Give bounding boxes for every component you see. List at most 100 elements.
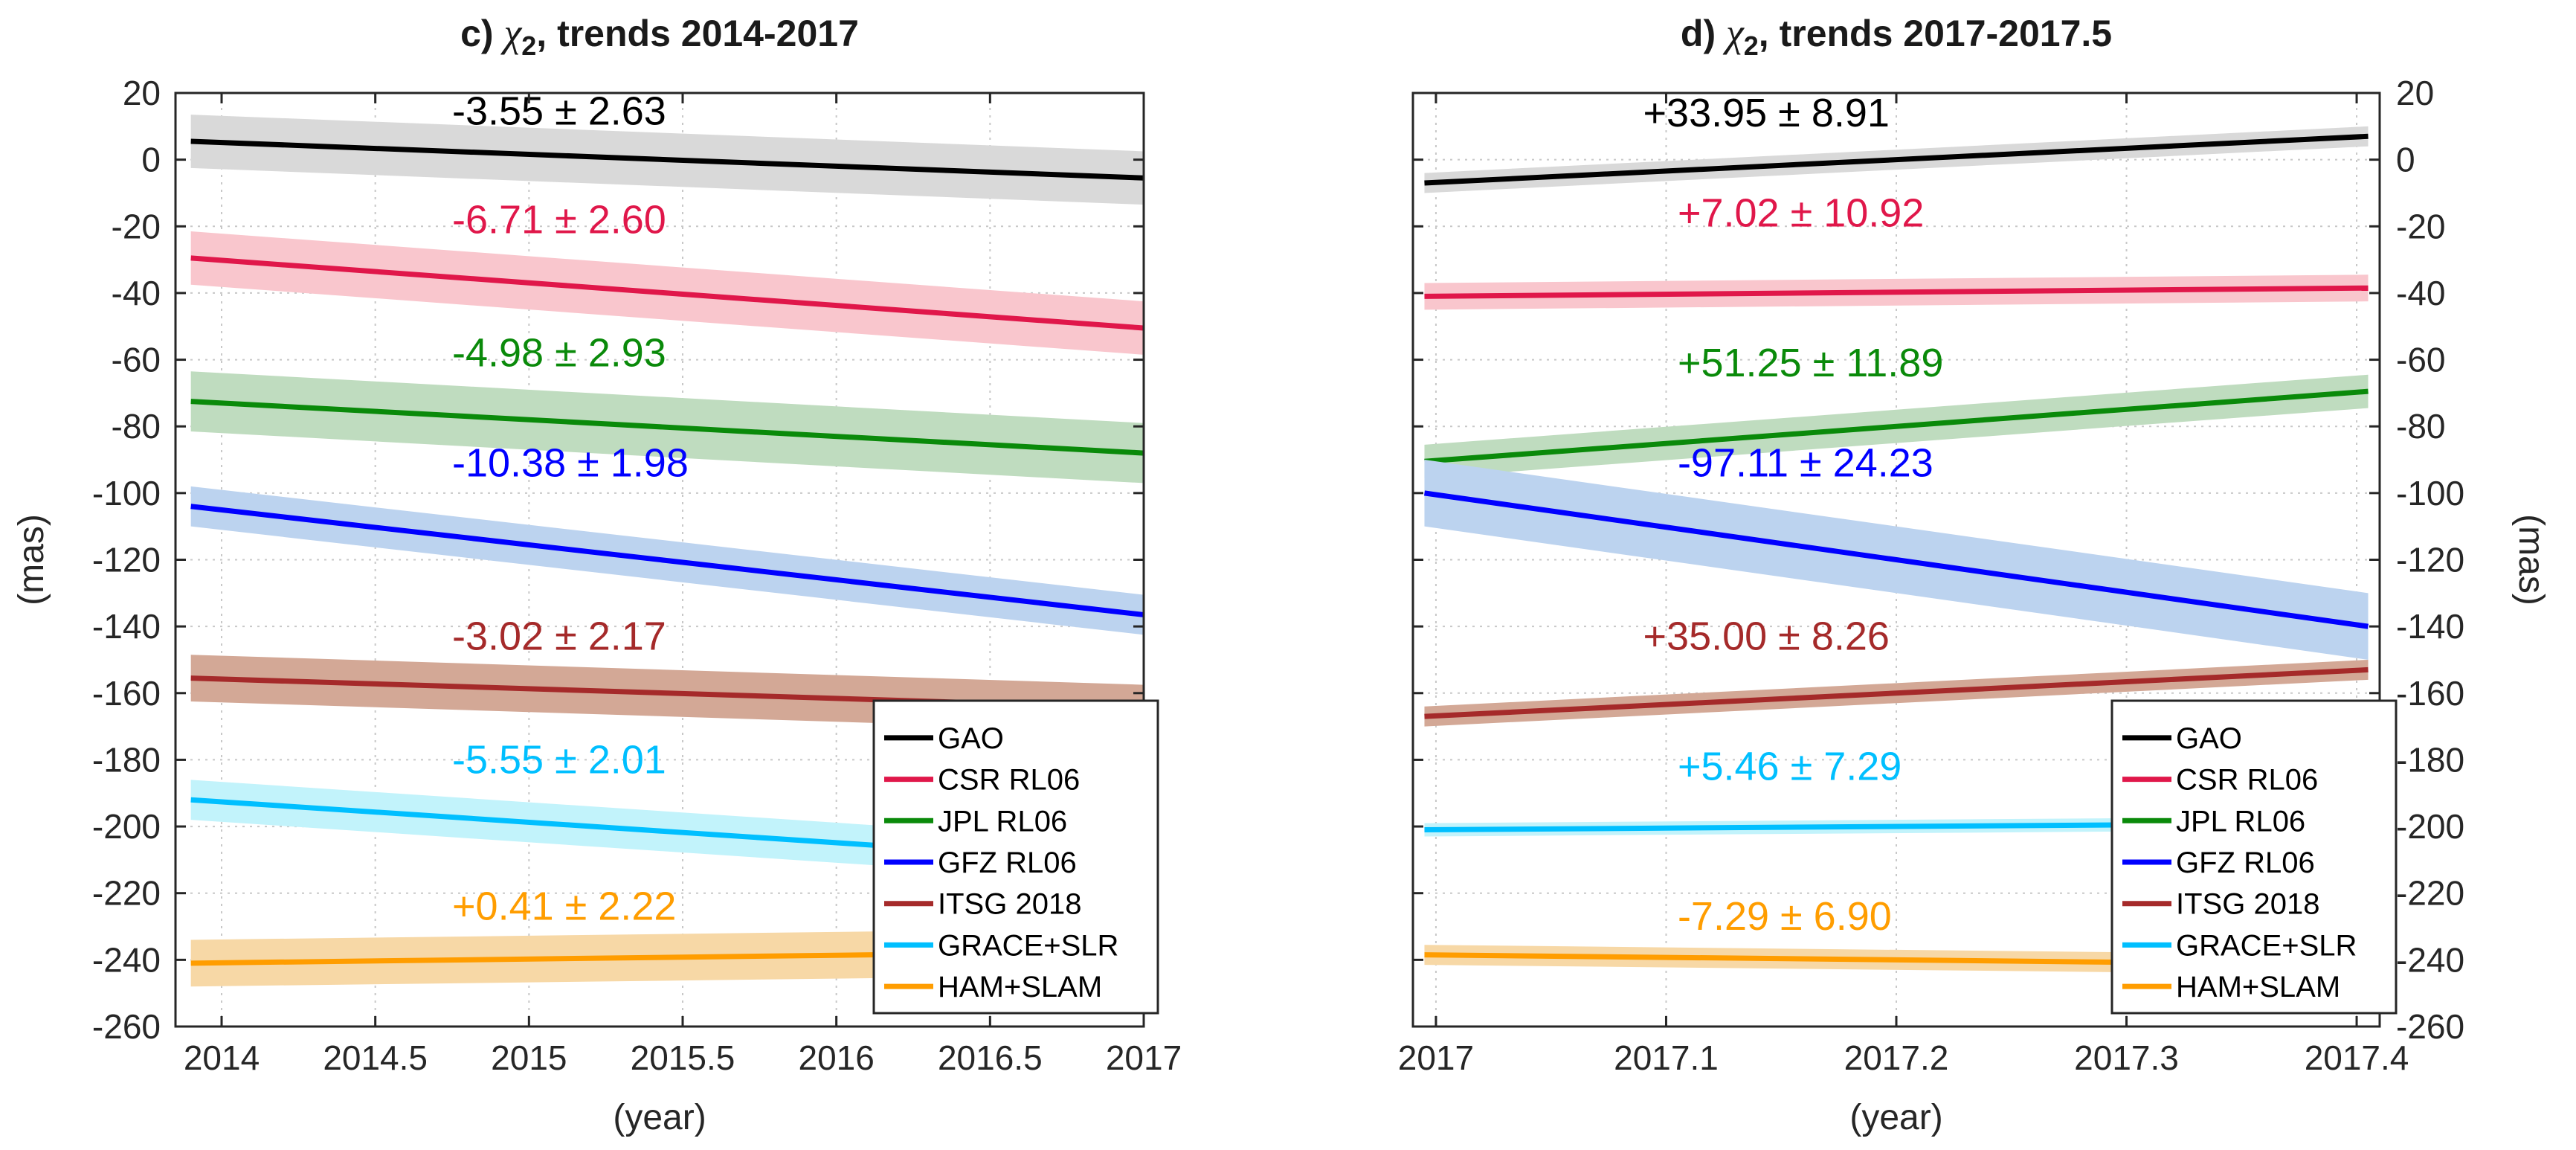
y-tick-label: 0 xyxy=(141,141,161,179)
y-tick-label: -100 xyxy=(2396,474,2464,513)
trend-label: +0.41 ± 2.22 xyxy=(452,884,676,929)
legend-label: GAO xyxy=(2176,722,2242,755)
legend-label: CSR RL06 xyxy=(938,764,1080,797)
y-tick-label: -80 xyxy=(2396,407,2445,446)
legend-label: JPL RL06 xyxy=(2176,805,2305,838)
legend-label: GFZ RL06 xyxy=(938,847,1077,879)
y-tick-label: -220 xyxy=(92,874,161,913)
legend: GAO CSR RL06 JPL RL06 GFZ RL06 ITSG 2018 GRAC… xyxy=(2110,699,2398,1015)
legend-label: GFZ RL06 xyxy=(2176,847,2315,879)
y-tick-label: -160 xyxy=(2396,674,2464,713)
x-tick-label: 2017.1 xyxy=(1614,1038,1719,1077)
trend-line xyxy=(1423,490,2369,629)
y-tick-label: -120 xyxy=(92,541,161,579)
y-tick-label: -60 xyxy=(2396,341,2445,379)
panel-c: c) χ2, trends 2014-2017 -3.55 ± 2.63 -6.71… xyxy=(12,10,1182,1137)
y-tick-label: -220 xyxy=(2396,874,2464,913)
x-tick-label: 2014 xyxy=(184,1038,260,1077)
legend-label: HAM+SLAM xyxy=(2176,971,2340,1003)
trend-label: -10.38 ± 1.98 xyxy=(452,440,689,485)
y-axis-label: (mas) xyxy=(12,514,51,605)
legend-label: JPL RL06 xyxy=(938,805,1067,838)
trend-label: -97.11 ± 24.23 xyxy=(1678,440,1933,485)
chart-title: d) χ2, trends 2017-2017.5 xyxy=(1681,10,2112,61)
y-tick-label: -180 xyxy=(2396,740,2464,779)
ticks xyxy=(176,91,1145,1028)
x-tick-label: 2015 xyxy=(491,1038,567,1077)
y-axis-label: (mas) xyxy=(2511,514,2551,605)
trend-label: -7.29 ± 6.90 xyxy=(1678,894,1892,939)
trend-line xyxy=(1424,666,2369,719)
legend-box xyxy=(2110,699,2398,1015)
y-tick-label: -140 xyxy=(2396,607,2464,646)
title-symbol: χ xyxy=(500,10,522,55)
x-tick-label: 2014.5 xyxy=(323,1038,428,1077)
x-axis-label: (year) xyxy=(613,1098,706,1137)
panel-d: d) χ2, trends 2017-2017.5 +33.95 ± 8.91 +7… xyxy=(1398,10,2551,1137)
trend-label: -3.02 ± 2.17 xyxy=(452,614,666,659)
y-tick-label: -140 xyxy=(92,607,161,646)
trend-label: -5.55 ± 2.01 xyxy=(452,737,666,782)
x-tick-label: 2017 xyxy=(1398,1038,1474,1077)
title-suffix: , trends 2017-2017.5 xyxy=(1759,13,2112,54)
y-tick-label: 20 xyxy=(2396,74,2434,112)
y-tick-label: -40 xyxy=(2396,274,2445,312)
legend-label: GRACE+SLR xyxy=(2176,929,2357,962)
legend: GAO CSR RL06 JPL RL06 GFZ RL06 ITSG 2018 GRAC… xyxy=(872,699,1159,1015)
y-tick-label: -260 xyxy=(2396,1007,2464,1046)
y-tick-label: -20 xyxy=(2396,207,2445,245)
trend-line xyxy=(190,138,1144,181)
title-subscript: 2 xyxy=(521,30,536,61)
trend-label: -6.71 ± 2.60 xyxy=(452,197,666,242)
trend-line xyxy=(190,399,1144,456)
y-tick-label: -240 xyxy=(2396,940,2464,979)
legend-label: CSR RL06 xyxy=(2176,764,2318,797)
title-subscript: 2 xyxy=(1744,30,1759,61)
y-tick-label: -180 xyxy=(92,740,161,779)
legend-label: GRACE+SLR xyxy=(938,929,1118,962)
y-tick-label: -20 xyxy=(112,207,161,245)
trend-label: +51.25 ± 11.89 xyxy=(1678,341,1943,385)
trend-label: +35.00 ± 8.26 xyxy=(1643,614,1890,659)
legend-label: HAM+SLAM xyxy=(938,971,1102,1003)
trend-label: +33.95 ± 8.91 xyxy=(1643,91,1890,135)
trend-line xyxy=(190,504,1144,617)
y-tick-label: -200 xyxy=(2396,807,2464,846)
legend-box xyxy=(872,699,1159,1015)
y-tick-label: -260 xyxy=(92,1007,161,1046)
trend-label: +5.46 ± 7.29 xyxy=(1678,744,1902,788)
legend-label: GAO xyxy=(938,722,1004,755)
x-axis-label: (year) xyxy=(1849,1098,1942,1137)
chart-title: c) χ2, trends 2014-2017 xyxy=(460,10,859,61)
title-suffix: , trends 2014-2017 xyxy=(536,13,859,54)
x-tick-label: 2017.2 xyxy=(1844,1038,1949,1077)
legend-label: ITSG 2018 xyxy=(938,888,1081,921)
y-tick-label: -100 xyxy=(92,474,161,513)
trend-line xyxy=(190,255,1144,331)
trend-label: +7.02 ± 10.92 xyxy=(1678,190,1924,235)
y-tick-label: -80 xyxy=(112,407,161,446)
x-tick-label: 2015.5 xyxy=(631,1038,735,1077)
trend-line xyxy=(1424,285,2369,299)
y-tick-label: -40 xyxy=(112,274,161,312)
y-tick-label: 20 xyxy=(123,74,161,112)
legend-label: ITSG 2018 xyxy=(2176,888,2319,921)
trend-label: -4.98 ± 2.93 xyxy=(452,331,666,376)
y-tick-label: -60 xyxy=(112,341,161,379)
y-tick-label: -200 xyxy=(92,807,161,846)
trend-line xyxy=(1424,388,2369,464)
title-prefix: c) xyxy=(460,13,503,54)
trend-line xyxy=(1424,133,2369,186)
y-tick-label: -240 xyxy=(92,940,161,979)
x-tick-label: 2017.4 xyxy=(2305,1038,2409,1077)
x-tick-label: 2016.5 xyxy=(938,1038,1043,1077)
x-tick-label: 2017.3 xyxy=(2074,1038,2179,1077)
x-tick-label: 2016 xyxy=(798,1038,874,1077)
y-tick-label: -160 xyxy=(92,674,161,713)
x-tick-label: 2017 xyxy=(1106,1038,1182,1077)
y-tick-label: -120 xyxy=(2396,541,2464,579)
y-tick-label: 0 xyxy=(2396,141,2415,179)
trend-label: -3.55 ± 2.63 xyxy=(452,89,666,134)
title-symbol: χ xyxy=(1722,10,1745,55)
